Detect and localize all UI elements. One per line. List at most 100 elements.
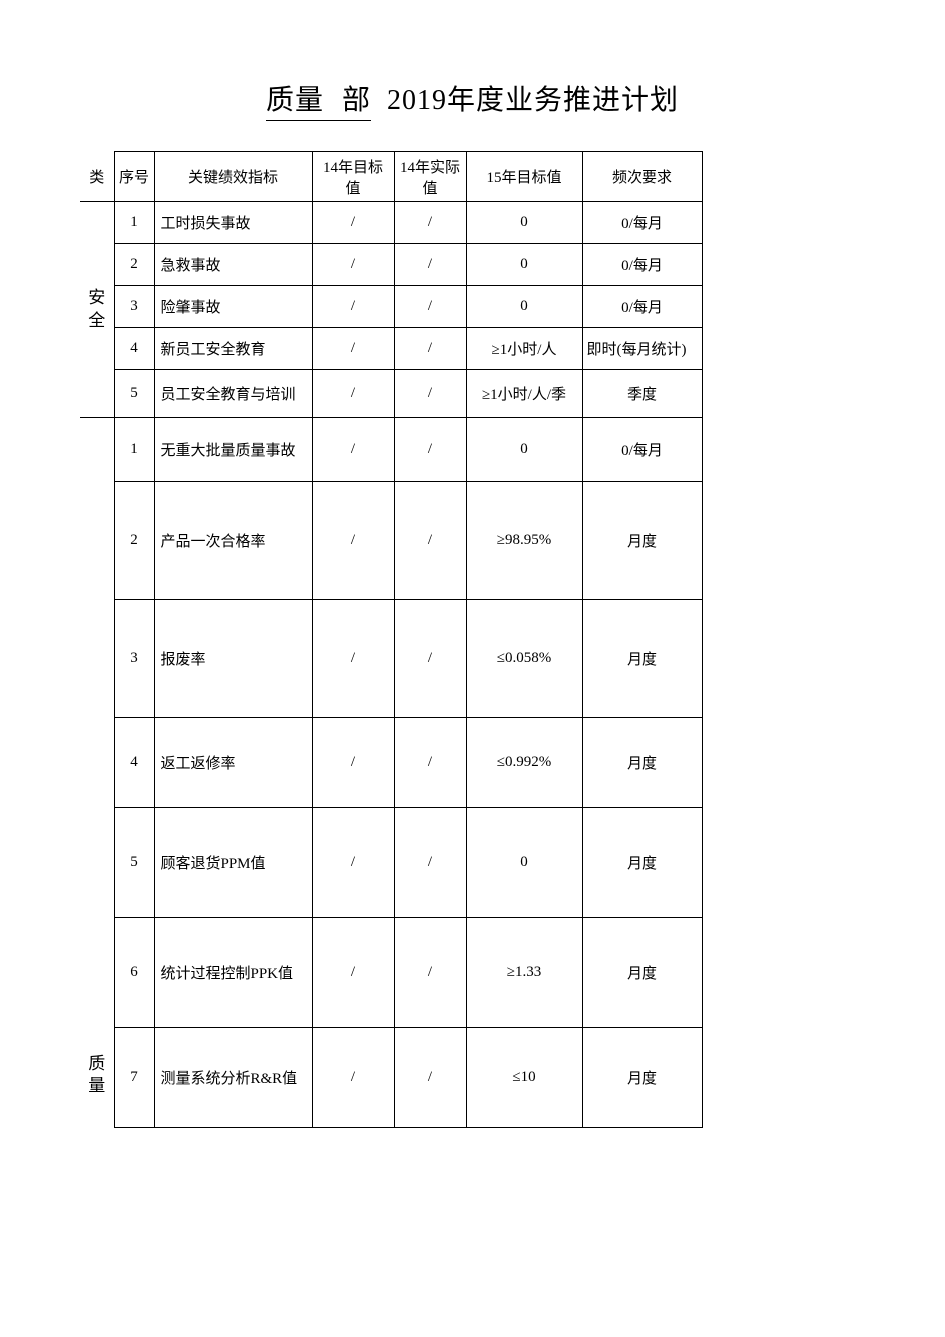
title-dept: 质量: [266, 78, 324, 118]
table-row: 3 报废率 / / ≤0.058% 月度: [80, 600, 702, 718]
cell-seq: 6: [114, 918, 154, 1028]
header-freq: 频次要求: [582, 152, 702, 202]
cell-target15: 0: [466, 808, 582, 918]
cell-target15: ≥98.95%: [466, 482, 582, 600]
cell-actual14: /: [394, 370, 466, 418]
cell-indicator: 报废率: [154, 600, 312, 718]
category-quality: 质 量: [80, 418, 114, 1128]
cell-actual14: /: [394, 718, 466, 808]
cell-actual14: /: [394, 244, 466, 286]
cell-freq: 月度: [582, 808, 702, 918]
cell-target15: 0: [466, 418, 582, 482]
table-row: 2 急救事故 / / 0 0/每月: [80, 244, 702, 286]
table-row: 5 顾客退货PPM值 / / 0 月度: [80, 808, 702, 918]
cell-target15: ≥1.33: [466, 918, 582, 1028]
cell-freq: 季度: [582, 370, 702, 418]
cell-seq: 3: [114, 286, 154, 328]
kpi-table: 类 序号 关键绩效指标 14年目标值 14年实际值 15年目标值 频次要求 安 …: [80, 151, 703, 1128]
cell-indicator: 险肇事故: [154, 286, 312, 328]
cell-target15: ≤0.992%: [466, 718, 582, 808]
cell-target14: /: [312, 244, 394, 286]
cell-target14: /: [312, 482, 394, 600]
cell-target14: /: [312, 418, 394, 482]
cell-actual14: /: [394, 600, 466, 718]
table-row: 质 量 1 无重大批量质量事故 / / 0 0/每月: [80, 418, 702, 482]
cell-actual14: /: [394, 328, 466, 370]
cell-freq: 月度: [582, 482, 702, 600]
cell-seq: 1: [114, 202, 154, 244]
cell-target14: /: [312, 286, 394, 328]
cell-actual14: /: [394, 1028, 466, 1128]
cell-actual14: /: [394, 482, 466, 600]
cell-freq: 0/每月: [582, 244, 702, 286]
cell-freq: 月度: [582, 918, 702, 1028]
table-row: 5 员工安全教育与培训 / / ≥1小时/人/季 季度: [80, 370, 702, 418]
header-category: 类: [80, 152, 114, 202]
header-indicator: 关键绩效指标: [154, 152, 312, 202]
cell-target15: ≥1小时/人: [466, 328, 582, 370]
cell-freq: 0/每月: [582, 286, 702, 328]
cell-indicator: 新员工安全教育: [154, 328, 312, 370]
cell-target15: ≤0.058%: [466, 600, 582, 718]
category-safety-char1: 安: [84, 287, 110, 309]
cell-freq: 月度: [582, 600, 702, 718]
cell-freq: 月度: [582, 718, 702, 808]
cell-target15: ≥1小时/人/季: [466, 370, 582, 418]
cell-seq: 4: [114, 718, 154, 808]
page-title: 质量部 2019年度业务推进计划: [0, 0, 945, 151]
cell-indicator: 顾客退货PPM值: [154, 808, 312, 918]
cell-freq: 月度: [582, 1028, 702, 1128]
cell-seq: 2: [114, 482, 154, 600]
cell-actual14: /: [394, 418, 466, 482]
cell-seq: 3: [114, 600, 154, 718]
header-target14: 14年目标值: [312, 152, 394, 202]
cell-freq: 0/每月: [582, 202, 702, 244]
cell-indicator: 统计过程控制PPK值: [154, 918, 312, 1028]
category-safety: 安 全: [80, 202, 114, 418]
cell-seq: 1: [114, 418, 154, 482]
cell-actual14: /: [394, 808, 466, 918]
cell-target15: 0: [466, 244, 582, 286]
table-header-row: 类 序号 关键绩效指标 14年目标值 14年实际值 15年目标值 频次要求: [80, 152, 702, 202]
table-row: 3 险肇事故 / / 0 0/每月: [80, 286, 702, 328]
cell-actual14: /: [394, 918, 466, 1028]
table-row: 4 返工返修率 / / ≤0.992% 月度: [80, 718, 702, 808]
cell-indicator: 工时损失事故: [154, 202, 312, 244]
cell-indicator: 急救事故: [154, 244, 312, 286]
title-bu: 部: [342, 78, 371, 118]
cell-indicator: 员工安全教育与培训: [154, 370, 312, 418]
table-row: 2 产品一次合格率 / / ≥98.95% 月度: [80, 482, 702, 600]
table-row: 4 新员工安全教育 / / ≥1小时/人 即时(每月统计): [80, 328, 702, 370]
cell-seq: 4: [114, 328, 154, 370]
title-rest: 2019年度业务推进计划: [387, 78, 679, 118]
cell-indicator: 无重大批量质量事故: [154, 418, 312, 482]
cell-freq: 0/每月: [582, 418, 702, 482]
cell-seq: 5: [114, 808, 154, 918]
cell-target14: /: [312, 202, 394, 244]
category-quality-char1: 质: [84, 1053, 110, 1075]
table-row: 7 测量系统分析R&R值 / / ≤10 月度: [80, 1028, 702, 1128]
header-actual14: 14年实际值: [394, 152, 466, 202]
table-row: 安 全 1 工时损失事故 / / 0 0/每月: [80, 202, 702, 244]
category-quality-char2: 量: [84, 1075, 110, 1097]
cell-target15: 0: [466, 202, 582, 244]
cell-seq: 7: [114, 1028, 154, 1128]
cell-target14: /: [312, 370, 394, 418]
cell-actual14: /: [394, 202, 466, 244]
cell-indicator: 测量系统分析R&R值: [154, 1028, 312, 1128]
cell-indicator: 产品一次合格率: [154, 482, 312, 600]
cell-target15: ≤10: [466, 1028, 582, 1128]
category-safety-char2: 全: [84, 310, 110, 332]
cell-target14: /: [312, 328, 394, 370]
cell-target14: /: [312, 918, 394, 1028]
cell-target14: /: [312, 808, 394, 918]
cell-freq: 即时(每月统计): [582, 328, 702, 370]
cell-target14: /: [312, 1028, 394, 1128]
cell-seq: 2: [114, 244, 154, 286]
cell-seq: 5: [114, 370, 154, 418]
cell-target15: 0: [466, 286, 582, 328]
table-row: 6 统计过程控制PPK值 / / ≥1.33 月度: [80, 918, 702, 1028]
cell-target14: /: [312, 600, 394, 718]
cell-actual14: /: [394, 286, 466, 328]
header-target15: 15年目标值: [466, 152, 582, 202]
